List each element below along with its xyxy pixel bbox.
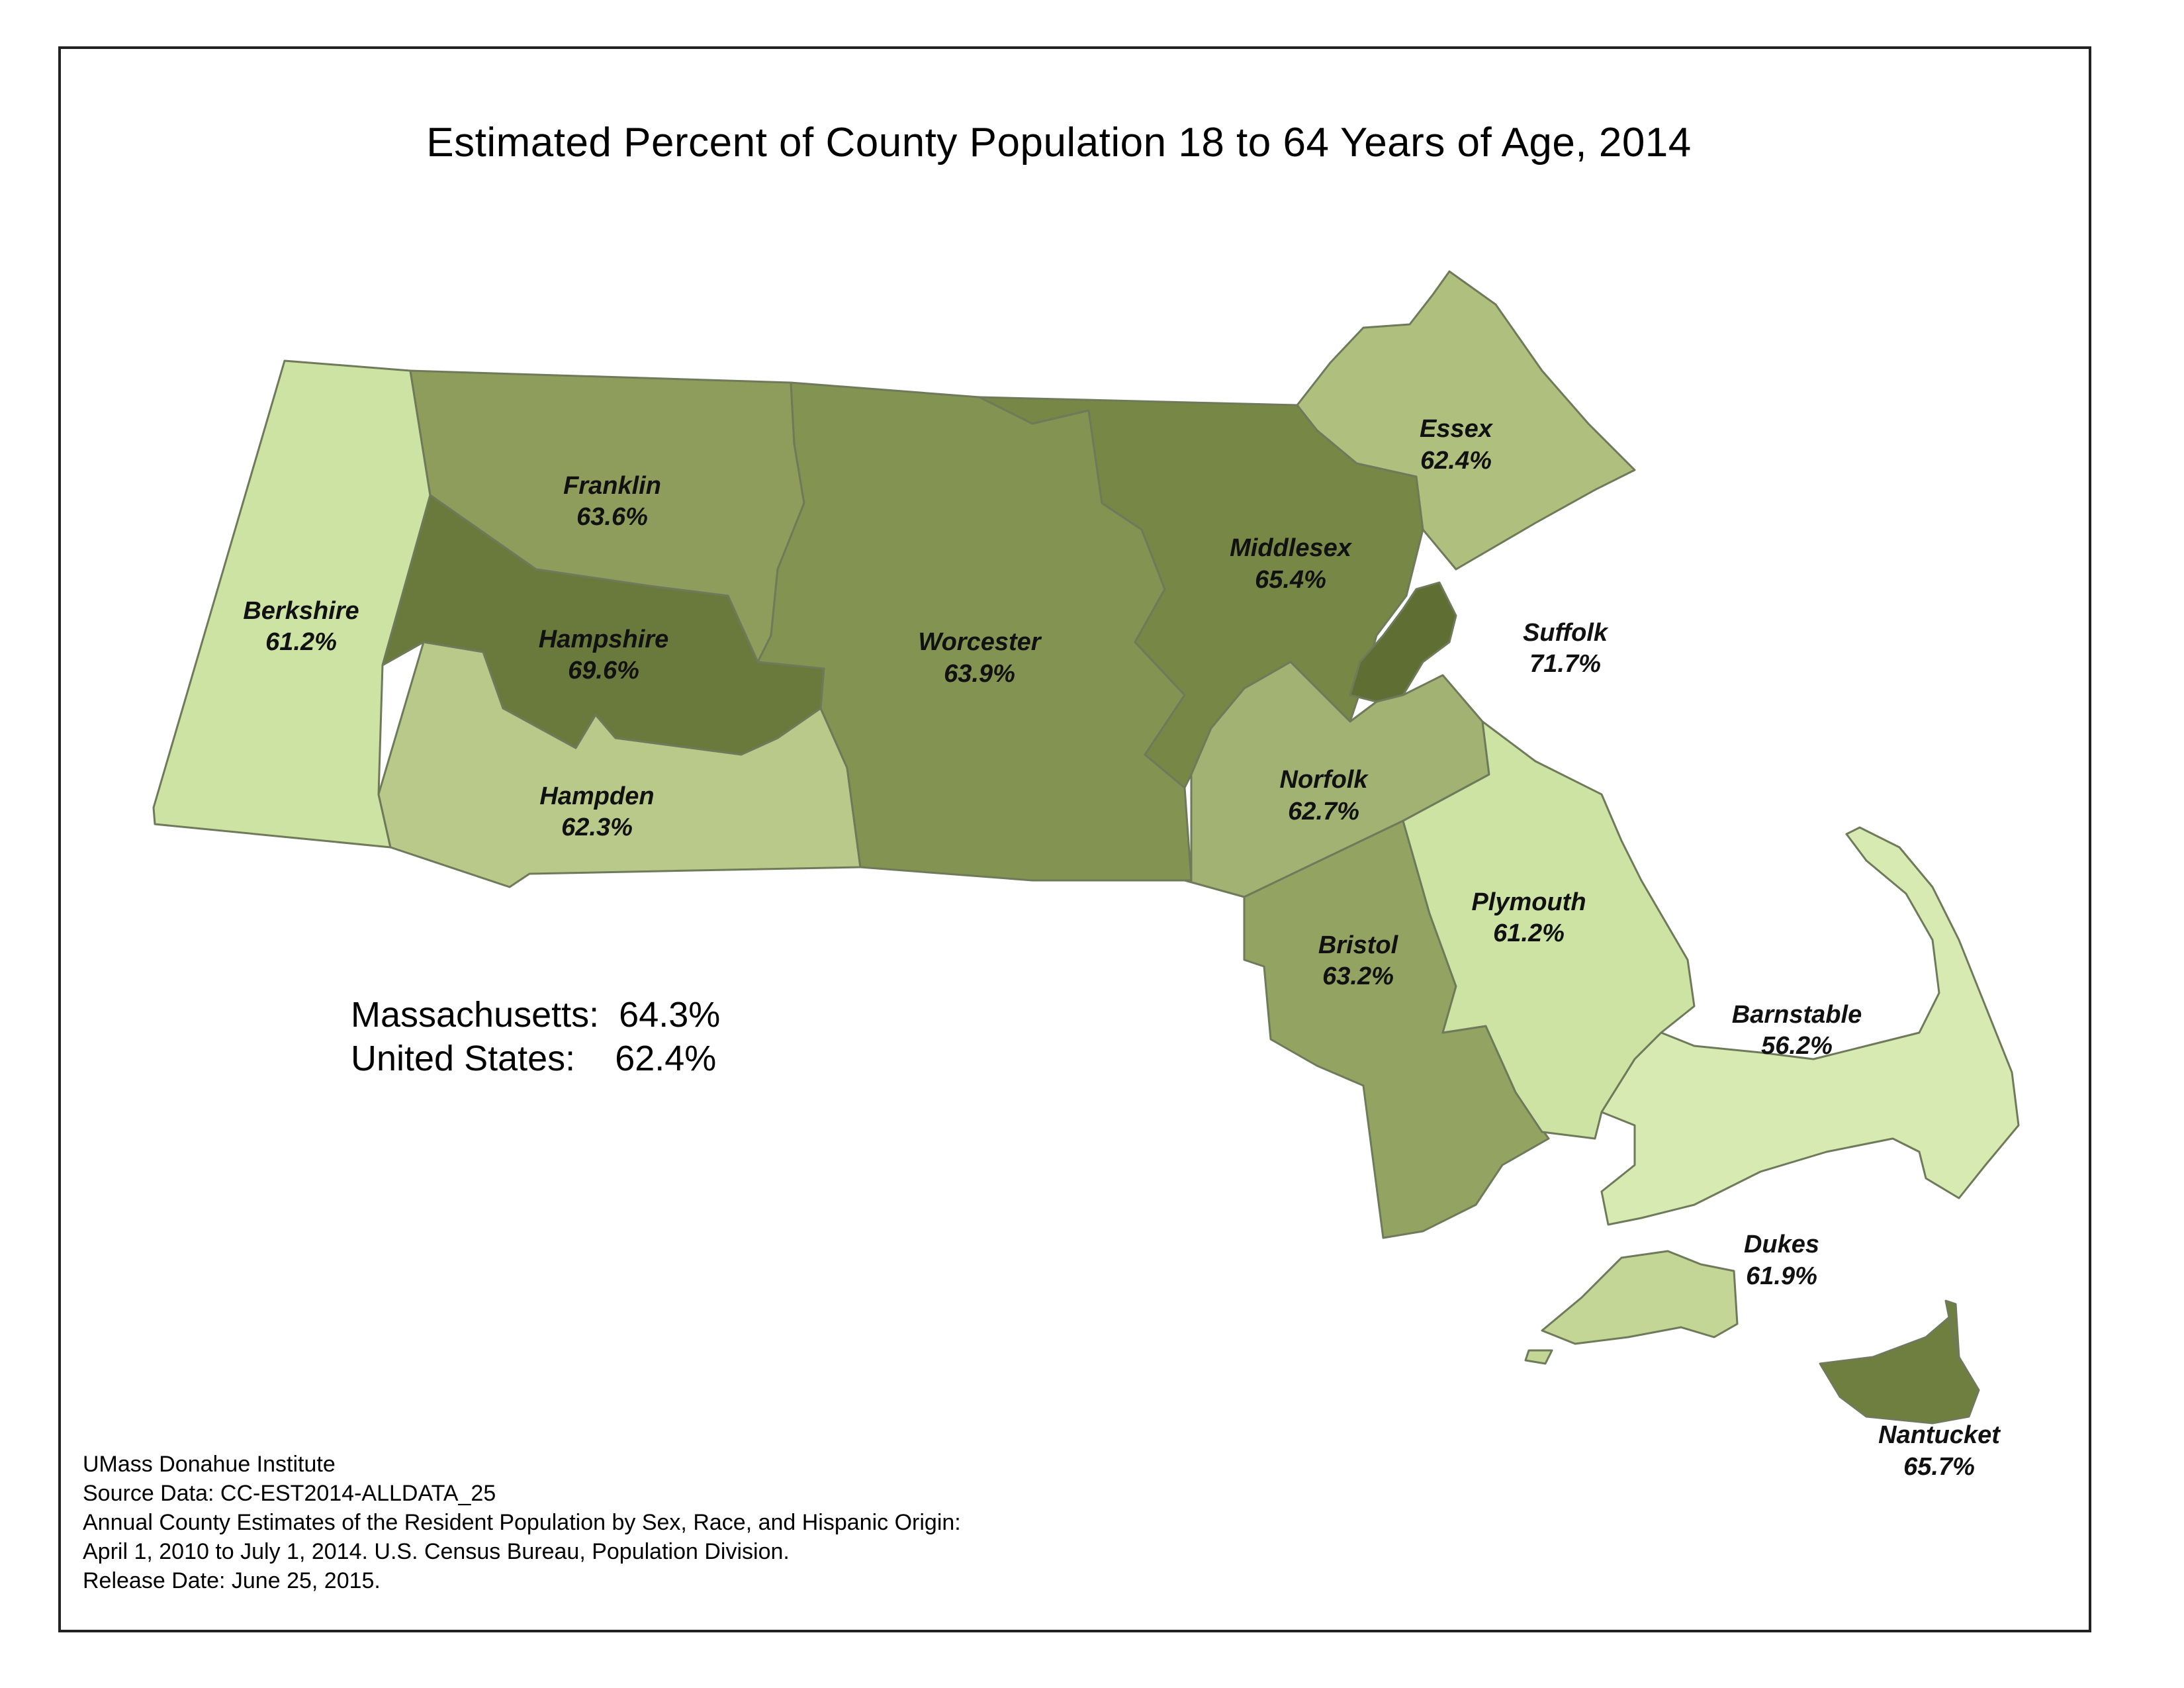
county-dukes-island[interactable] — [1524, 1349, 1553, 1365]
source-notes: UMass Donahue Institute Source Data: CC-… — [83, 1450, 961, 1595]
county-labels: Berkshire 61.2% Franklin 63.6% Hampshire… — [243, 415, 2001, 1481]
source-line-1: UMass Donahue Institute — [83, 1452, 336, 1477]
source-line-3: Annual County Estimates of the Resident … — [83, 1510, 961, 1535]
label-berkshire-value: 61.2% — [265, 628, 337, 656]
county-hampden[interactable] — [377, 641, 862, 888]
county-dukes[interactable] — [1541, 1250, 1739, 1345]
label-nantucket-value: 65.7% — [1903, 1453, 1975, 1481]
label-essex-name: Essex — [1420, 415, 1494, 443]
label-plymouth-value: 61.2% — [1493, 919, 1565, 947]
label-berkshire-name: Berkshire — [243, 597, 359, 625]
massachusetts-label: Massachusetts: — [351, 995, 600, 1035]
massachusetts-value: 64.3% — [619, 995, 721, 1035]
label-dukes-value: 61.9% — [1746, 1262, 1817, 1290]
county-norfolk[interactable] — [1183, 661, 1490, 898]
state-comparison: Massachusetts: 64.3% United States: 62.4… — [351, 993, 720, 1080]
county-barnstable[interactable] — [1600, 826, 2020, 1226]
label-norfolk-value: 62.7% — [1288, 798, 1359, 825]
label-middlesex-name: Middlesex — [1230, 534, 1353, 562]
label-hampden-name: Hampden — [539, 782, 654, 810]
united-states-value: 62.4% — [615, 1039, 717, 1078]
label-nantucket-name: Nantucket — [1878, 1421, 2001, 1449]
label-franklin-value: 63.6% — [576, 503, 648, 531]
label-suffolk-value: 71.7% — [1529, 650, 1601, 678]
united-states-label: United States: — [351, 1039, 576, 1078]
label-barnstable-name: Barnstable — [1732, 1001, 1862, 1029]
source-line-2: Source Data: CC-EST2014-ALLDATA_25 — [83, 1481, 496, 1506]
label-hampshire-value: 69.6% — [568, 657, 639, 684]
label-franklin-name: Franklin — [563, 472, 661, 500]
source-line-4: April 1, 2010 to July 1, 2014. U.S. Cens… — [83, 1539, 790, 1564]
label-worcester-name: Worcester — [918, 628, 1042, 656]
map-title: Estimated Percent of County Population 1… — [426, 120, 1692, 165]
label-bristol-value: 63.2% — [1322, 962, 1394, 990]
united-states-row: United States: 62.4% — [351, 1037, 720, 1080]
label-hampshire-name: Hampshire — [539, 626, 668, 653]
label-worcester-value: 63.9% — [944, 660, 1015, 688]
label-middlesex-value: 65.4% — [1255, 566, 1326, 594]
label-plymouth-name: Plymouth — [1471, 888, 1586, 916]
massachusetts-row: Massachusetts: 64.3% — [351, 993, 720, 1037]
label-suffolk-name: Suffolk — [1523, 619, 1609, 647]
source-line-5: Release Date: June 25, 2015. — [83, 1568, 381, 1593]
county-nantucket-tip[interactable] — [1944, 1299, 1960, 1358]
label-norfolk-name: Norfolk — [1280, 766, 1369, 794]
label-dukes-name: Dukes — [1744, 1231, 1819, 1258]
label-bristol-name: Bristol — [1318, 931, 1399, 959]
county-nantucket[interactable] — [1819, 1316, 1980, 1425]
label-hampden-value: 62.3% — [561, 814, 633, 841]
label-barnstable-value: 56.2% — [1761, 1032, 1833, 1060]
map-frame — [58, 46, 2091, 1632]
county-essex[interactable] — [1296, 270, 1636, 571]
label-essex-value: 62.4% — [1420, 447, 1492, 475]
